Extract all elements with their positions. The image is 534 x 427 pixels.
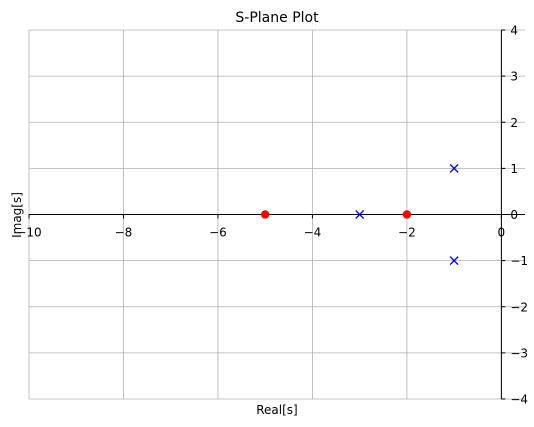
zero-marker — [260, 210, 270, 219]
y-tick-label: −4 — [510, 393, 528, 407]
pole-marker — [449, 256, 459, 266]
pole-marker-stroke — [449, 256, 459, 266]
zero-marker — [402, 210, 412, 219]
pole-marker — [449, 163, 459, 173]
y-tick-label: 3 — [510, 70, 518, 84]
data-marks — [260, 163, 459, 266]
y-tick-label: 4 — [510, 24, 518, 38]
y-axis-label: Imag[s] — [10, 192, 24, 238]
axes — [29, 30, 525, 399]
x-tick-label: −6 — [209, 226, 227, 240]
x-tick-label: 0 — [498, 226, 506, 240]
x-tick-label: −8 — [115, 226, 133, 240]
y-tick-label: −1 — [510, 254, 528, 268]
y-tick-label: 0 — [510, 208, 518, 222]
x-tick-label: −10 — [16, 226, 41, 240]
chart-title: S-Plane Plot — [235, 10, 319, 26]
pole-marker — [355, 210, 365, 219]
y-tick-label: −2 — [510, 300, 528, 314]
pole-marker-stroke — [355, 210, 365, 219]
x-tick-label: −2 — [398, 226, 416, 240]
x-axis-label: Real[s] — [256, 403, 297, 417]
pole-marker-stroke — [449, 163, 459, 173]
x-tick-label: −4 — [304, 226, 322, 240]
y-tick-label: 2 — [510, 116, 518, 130]
y-tick-label: −3 — [510, 346, 528, 360]
y-tick-label: 1 — [510, 162, 518, 176]
